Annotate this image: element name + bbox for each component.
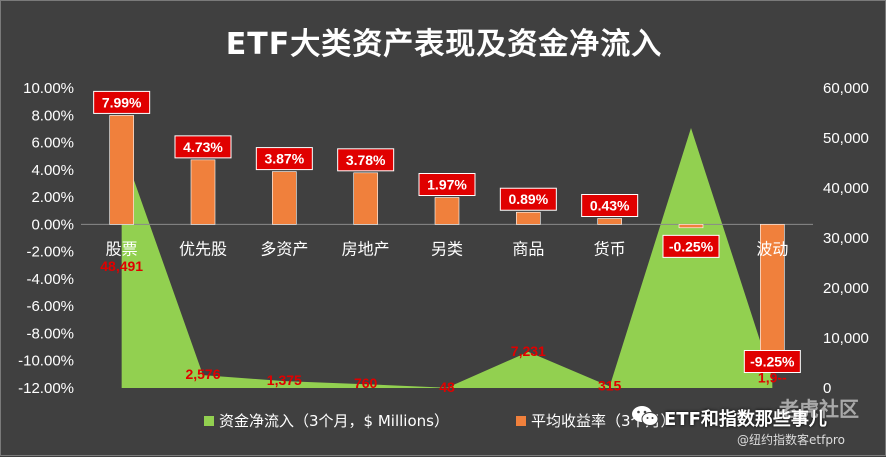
flow-data-label: 2,576 [185, 366, 220, 382]
flow-data-label: 48 [439, 379, 455, 395]
y-left-tick-label: 8.00% [31, 107, 74, 124]
watermark: ETF和指数那些事儿 @纽约指数客etfpro 老虎社区 [619, 397, 885, 455]
bar-0 [109, 115, 134, 225]
pct-label-box [337, 148, 395, 172]
y-left-tick-label: -2.00% [26, 244, 74, 261]
y-left-tick-label: 0.00% [31, 216, 74, 233]
y-left-tick-label: 2.00% [31, 189, 74, 206]
category-label: 货币 [594, 239, 626, 258]
pct-data-label: 7.99% [102, 94, 142, 110]
y-right-tick-label: 20,000 [823, 280, 869, 297]
y-left-tick-label: -10.00% [18, 353, 74, 370]
y-left-tick-label: 10.00% [23, 80, 74, 97]
bar-6 [597, 218, 622, 225]
watermark-corner-text: 老虎社区 [779, 397, 859, 421]
bar-4 [434, 197, 460, 225]
category-label: 波动 [756, 239, 788, 258]
y-right-tick-label: 0 [823, 380, 831, 397]
y-right-tick-label: 30,000 [823, 230, 869, 247]
flow-data-label: 1,375 [267, 372, 302, 388]
wechat-icon [632, 406, 659, 426]
area-series-fill [121, 128, 773, 388]
bar-2 [272, 171, 297, 225]
y-left-tick-label: -6.00% [26, 298, 74, 315]
category-label: 房地产 [342, 239, 390, 258]
watermark-sub-text: @纽约指数客etfpro [737, 433, 845, 447]
pct-label-box [93, 90, 151, 114]
pct-label-box [581, 194, 639, 217]
bar-3 [353, 172, 378, 225]
bar-7 [678, 224, 704, 229]
pct-data-label: 3.78% [346, 152, 386, 168]
category-label: 多资产 [260, 239, 308, 258]
pct-label-box [174, 135, 232, 159]
pct-label-box [418, 173, 476, 196]
pct-data-label: 1.97% [427, 177, 467, 193]
y-right-tick-label: 40,000 [823, 180, 869, 197]
flow-data-label: 48,491 [100, 258, 143, 274]
flow-data-label: 315 [598, 377, 622, 393]
category-label: 另类 [431, 239, 463, 258]
pct-label-box [255, 147, 313, 171]
bar-5 [516, 211, 541, 225]
pct-data-label: 0.43% [590, 198, 630, 214]
y-left-tick-label: 4.00% [31, 162, 74, 179]
y-left-tick-label: -12.00% [18, 380, 74, 397]
pct-data-label: -0.25% [669, 238, 714, 254]
category-label: 股票 [106, 239, 138, 258]
legend-label-area: 资金净流入（3个月，$ Millions） [219, 412, 449, 430]
flow-data-label: 1,9-- [758, 370, 787, 386]
y-left-tick-label: 6.00% [31, 135, 74, 152]
bar-1 [190, 159, 216, 225]
pct-data-label: 3.87% [264, 151, 304, 167]
pct-label-box [743, 350, 801, 373]
pct-data-label: 4.73% [183, 139, 223, 155]
bar-8 [760, 224, 785, 351]
flow-data-label: 760 [354, 375, 378, 391]
watermark-main-text: ETF和指数那些事儿 [664, 409, 827, 430]
legend-swatch-bar [516, 416, 526, 426]
y-right-tick-label: 50,000 [823, 130, 869, 147]
pct-data-label: -9.25% [750, 354, 795, 370]
category-label: 优先股 [179, 239, 227, 258]
flow-data-label: 7,231 [511, 343, 546, 359]
pct-label-box [499, 187, 557, 211]
pct-label-box [662, 234, 720, 258]
pct-data-label: 0.89% [508, 191, 548, 207]
y-left-tick-label: -4.00% [26, 271, 74, 288]
y-right-tick-label: 10,000 [823, 330, 869, 347]
category-label: 商品 [512, 239, 544, 258]
y-left-tick-label: -8.00% [26, 325, 74, 342]
y-right-tick-label: 60,000 [823, 80, 869, 97]
chart-title: ETF大类资产表现及资金净流入 [225, 27, 663, 62]
legend-swatch-area [204, 416, 214, 426]
